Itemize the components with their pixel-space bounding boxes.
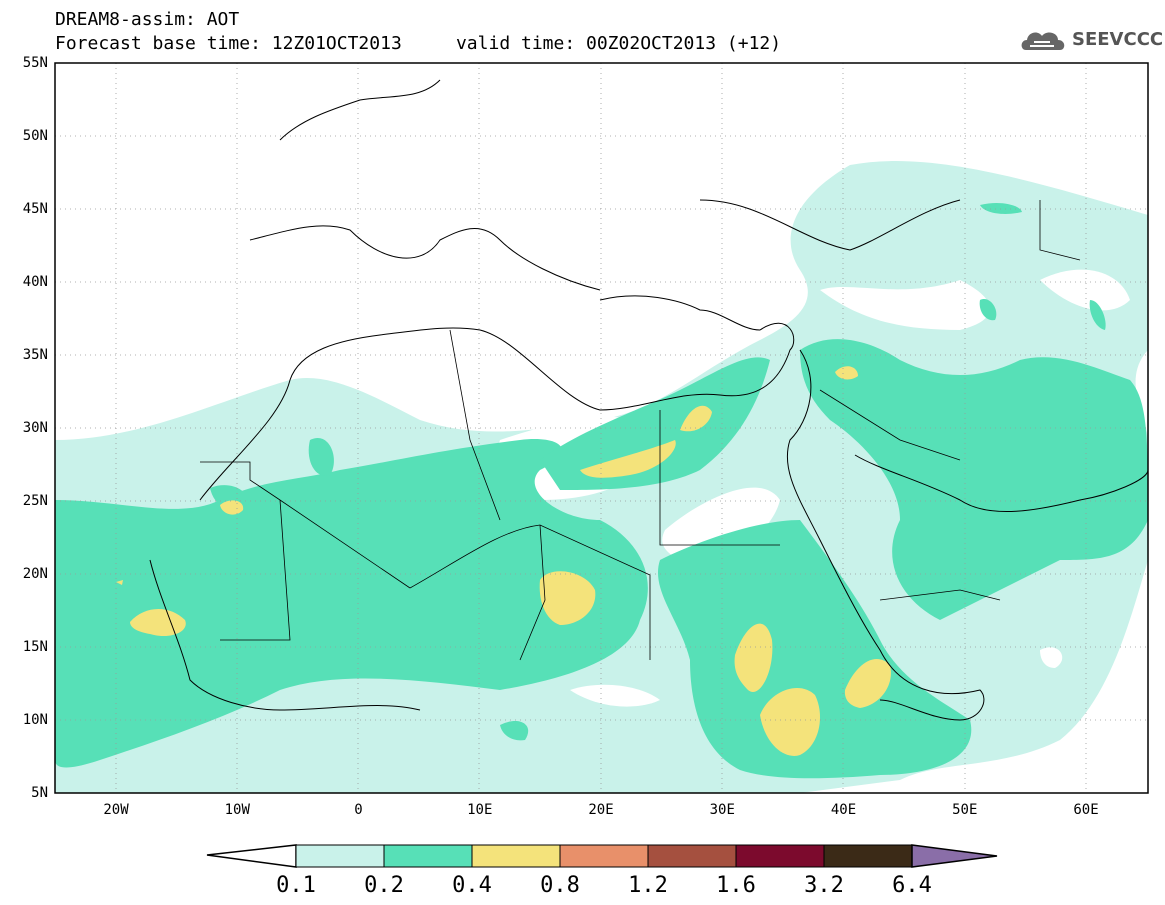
lon-label: 0 [354, 802, 363, 818]
coastlines [149, 79, 1148, 721]
colorbar [206, 844, 998, 868]
lon-label: 40E [830, 802, 857, 818]
lat-label: 50N [22, 128, 48, 144]
lat-label: 55N [22, 55, 48, 71]
forecast-time-line: Forecast base time: 12Z01OCT2013 valid t… [55, 33, 782, 54]
logo-text: SEEVCCC [1072, 29, 1164, 50]
lon-label: 20W [103, 802, 129, 818]
colorbar-level-label: 1.6 [716, 873, 756, 898]
aot-level-0.4 [116, 366, 891, 756]
lat-label: 10N [22, 712, 48, 728]
aot-level-0.2 [55, 202, 1148, 779]
grid-lines [55, 63, 1148, 793]
colorbar-level-label: 0.1 [276, 873, 316, 898]
lon-label: 30E [709, 802, 735, 818]
lat-label: 45N [22, 201, 48, 217]
lat-label: 5N [31, 785, 48, 801]
lon-label: 10E [467, 802, 493, 818]
lon-label: 50E [952, 802, 978, 818]
lat-label: 25N [22, 493, 48, 509]
map-title: DREAM8-assim: AOT [55, 9, 240, 30]
lat-label: 30N [22, 420, 48, 436]
lat-label: 15N [22, 639, 48, 655]
colorbar-level-label: 0.4 [452, 873, 492, 898]
colorbar-level-label: 1.2 [628, 873, 668, 898]
colorbar-level-label: 0.8 [540, 873, 580, 898]
lat-label: 20N [22, 566, 48, 582]
lat-label: 40N [22, 274, 48, 290]
lat-label: 35N [22, 347, 48, 363]
colorbar-level-label: 6.4 [892, 873, 932, 898]
lon-label: 10W [224, 802, 250, 818]
cloud-logo-icon [1021, 32, 1065, 50]
lon-label: 20E [588, 802, 614, 818]
lon-label: 60E [1073, 802, 1099, 818]
colorbar-level-label: 3.2 [804, 873, 844, 898]
colorbar-level-label: 0.2 [364, 873, 404, 898]
map-frame [54, 62, 1149, 794]
logo: SEEVCCC [1018, 26, 1163, 54]
political-borders [200, 200, 1081, 661]
